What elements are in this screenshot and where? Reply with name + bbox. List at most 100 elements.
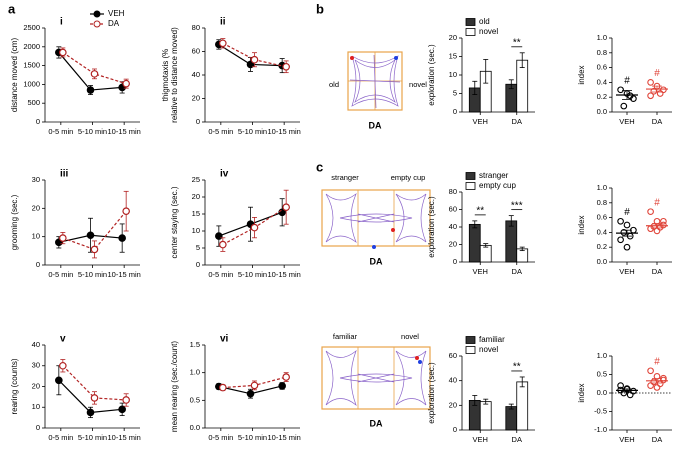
y-tick-label: 2000 bbox=[23, 42, 40, 51]
y-tick-label: 10 bbox=[192, 226, 200, 235]
maze-caption: DA bbox=[370, 418, 383, 428]
y-tick-label: 40 bbox=[32, 340, 40, 349]
annotation: # bbox=[654, 197, 660, 208]
x-tick-label: VEH bbox=[473, 267, 488, 276]
panel-numeral: i bbox=[60, 17, 63, 28]
x-tick-label: 0-5 min bbox=[48, 127, 73, 136]
y-tick-label: 0.2 bbox=[597, 92, 607, 101]
y-axis-label: exploration (sec.) bbox=[427, 44, 436, 106]
y-tick-label: 0 bbox=[453, 257, 457, 266]
data-point bbox=[282, 203, 290, 212]
maze-familiar bbox=[321, 346, 431, 410]
legend-swatch bbox=[465, 172, 476, 180]
y-tick-label: 0.2 bbox=[597, 242, 607, 251]
x-tick-label: 5-10 min bbox=[78, 127, 107, 136]
y-tick-label: 15 bbox=[449, 51, 457, 60]
maze-caption: DA bbox=[370, 256, 383, 266]
y-axis-label: mean rearing (sec./count) bbox=[170, 341, 179, 432]
data-point bbox=[90, 245, 99, 254]
y-tick-label: 0.6 bbox=[597, 63, 607, 72]
y-tick-label: 0.0 bbox=[190, 423, 200, 432]
data-point bbox=[626, 92, 634, 100]
data-point bbox=[617, 217, 624, 225]
legend-label: DA bbox=[108, 19, 120, 28]
data-point bbox=[250, 381, 259, 390]
data-point bbox=[122, 79, 130, 88]
y-tick-label: 1.0 bbox=[597, 183, 607, 192]
maze-label: novel bbox=[401, 332, 419, 341]
y-tick-label: 0.5 bbox=[597, 369, 607, 378]
y-tick-label: 15 bbox=[192, 209, 200, 218]
legend-swatch bbox=[465, 18, 476, 26]
y-tick-label: 1.0 bbox=[190, 368, 200, 377]
x-tick-label: 10-15 min bbox=[267, 433, 300, 442]
data-point bbox=[656, 380, 664, 388]
data-point bbox=[617, 86, 624, 94]
x-tick-label: DA bbox=[652, 267, 662, 276]
y-tick-label: 0 bbox=[453, 107, 457, 116]
x-tick-label: 0-5 min bbox=[48, 433, 73, 442]
y-tick-label: 0.8 bbox=[597, 198, 607, 207]
y-tick-label: 1500 bbox=[23, 61, 40, 70]
legend-label: VEH bbox=[108, 9, 125, 18]
legend-label: old bbox=[479, 17, 490, 26]
data-point bbox=[86, 86, 95, 94]
data-point bbox=[647, 367, 654, 375]
y-tick-label: 30 bbox=[32, 361, 40, 370]
y-tick-label: -1.0 bbox=[594, 425, 607, 434]
y-axis-label: center staying (sec.) bbox=[170, 186, 179, 258]
y-axis-label: index bbox=[577, 65, 586, 84]
maze-stranger bbox=[321, 189, 431, 249]
y-tick-label: 500 bbox=[27, 98, 40, 107]
legend-swatch bbox=[465, 336, 476, 344]
y-tick-label: 20 bbox=[449, 33, 457, 42]
data-point bbox=[650, 378, 658, 386]
y-axis-label: index bbox=[577, 383, 586, 402]
data-point bbox=[647, 208, 654, 216]
annotation: # bbox=[654, 68, 660, 79]
y-tick-label: 0.0 bbox=[597, 388, 607, 397]
data-point bbox=[86, 408, 95, 417]
y-axis-label: relative to distance moved) bbox=[170, 27, 179, 123]
y-tick-label: 0.0 bbox=[597, 107, 607, 116]
x-tick-label: 0-5 min bbox=[48, 270, 73, 279]
data-point bbox=[653, 384, 661, 391]
x-tick-label: 0-5 min bbox=[208, 270, 233, 279]
data-point bbox=[246, 60, 255, 69]
data-point bbox=[647, 79, 654, 86]
y-tick-label: 2500 bbox=[23, 23, 40, 32]
data-point bbox=[282, 373, 290, 381]
bar bbox=[479, 401, 492, 431]
y-tick-label: 20 bbox=[449, 239, 457, 248]
significance-label: *** bbox=[511, 200, 523, 211]
data-point bbox=[250, 223, 259, 232]
y-axis-label: rearing (counts) bbox=[10, 358, 19, 414]
y-tick-label: 25 bbox=[192, 175, 200, 184]
y-tick-label: 10 bbox=[32, 402, 40, 411]
data-point bbox=[278, 382, 286, 390]
x-tick-label: 5-10 min bbox=[238, 433, 267, 442]
data-point bbox=[656, 90, 664, 97]
data-point bbox=[219, 39, 227, 48]
data-point bbox=[90, 70, 99, 78]
y-tick-label: 1.0 bbox=[597, 351, 607, 360]
y-tick-label: 40 bbox=[449, 376, 457, 385]
x-tick-label: DA bbox=[512, 117, 522, 126]
x-tick-label: 10-15 min bbox=[267, 127, 300, 136]
data-point bbox=[118, 234, 126, 242]
x-tick-label: 5-10 min bbox=[238, 127, 267, 136]
data-point bbox=[122, 207, 130, 215]
x-tick-label: DA bbox=[512, 267, 522, 276]
y-tick-label: 1.5 bbox=[190, 340, 200, 349]
legend-label: novel bbox=[479, 345, 498, 354]
y-tick-label: 0 bbox=[36, 260, 40, 269]
y-tick-label: 80 bbox=[449, 187, 457, 196]
y-tick-label: 0.6 bbox=[597, 213, 607, 222]
y-tick-label: 10 bbox=[32, 232, 40, 241]
data-point bbox=[219, 240, 227, 249]
data-point bbox=[118, 405, 126, 414]
legend-swatch bbox=[465, 182, 476, 190]
y-tick-label: 1.0 bbox=[597, 33, 607, 42]
y-tick-label: 60 bbox=[449, 351, 457, 360]
